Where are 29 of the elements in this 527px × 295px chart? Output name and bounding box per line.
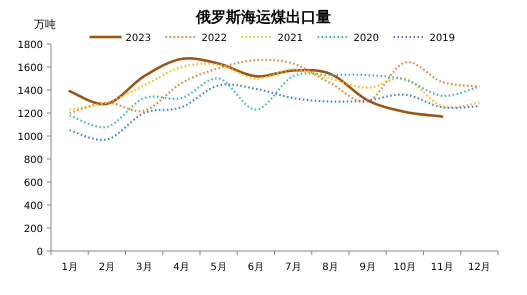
legend-label: 2022: [202, 33, 227, 44]
x-tick-label: 9月: [359, 262, 376, 273]
y-tick-label: 800: [24, 155, 43, 166]
x-tick-label: 1月: [61, 262, 78, 273]
chart-title: 俄罗斯海运煤出口量: [195, 8, 331, 26]
y-tick-label: 400: [24, 201, 43, 212]
y-axis-title: 万吨: [34, 18, 56, 31]
x-tick-label: 8月: [322, 262, 339, 273]
x-tick-label: 6月: [248, 262, 264, 273]
legend-label: 2021: [278, 33, 303, 44]
y-tick-label: 1000: [18, 132, 43, 143]
x-tick-label: 11月: [430, 262, 454, 273]
x-tick-label: 4月: [173, 262, 190, 273]
x-tick-label: 12月: [468, 262, 491, 273]
legend-label: 2020: [354, 33, 379, 44]
y-tick-label: 1200: [18, 109, 43, 120]
y-tick-label: 600: [24, 178, 43, 189]
y-tick-label: 200: [24, 224, 43, 235]
x-tick-label: 3月: [136, 262, 152, 273]
legend-label: 2023: [126, 33, 151, 44]
x-tick-label: 2月: [98, 262, 116, 273]
x-tick-label: 7月: [284, 262, 302, 273]
x-tick-label: 10月: [394, 262, 416, 273]
y-tick-label: 0: [36, 247, 43, 258]
y-tick-label: 1400: [18, 86, 43, 97]
legend-label: 2019: [430, 33, 455, 44]
y-tick-label: 1600: [18, 63, 43, 74]
x-tick-label: 5月: [210, 262, 227, 273]
y-tick-label: 1800: [18, 40, 43, 51]
